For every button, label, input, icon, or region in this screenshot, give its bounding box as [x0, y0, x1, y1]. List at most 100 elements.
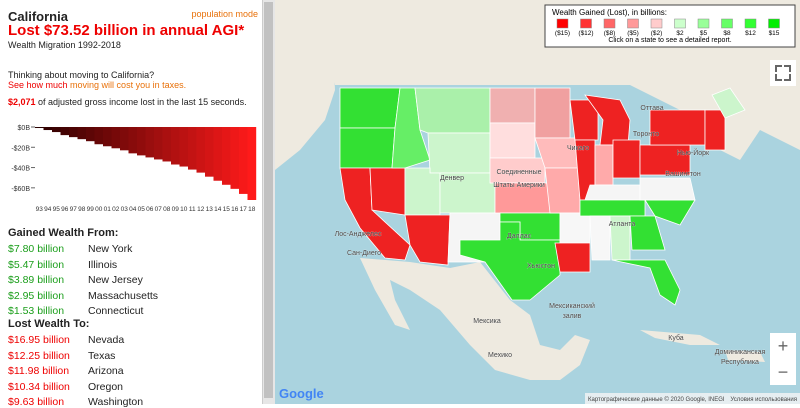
- map-label: Куба: [668, 334, 684, 342]
- bar: [77, 127, 87, 140]
- bar: [94, 127, 104, 145]
- legend-swatch: [674, 18, 686, 29]
- state-mt[interactable]: [414, 87, 491, 134]
- attribution-bar: [585, 393, 800, 404]
- legend-label: ($2): [651, 30, 663, 37]
- bar: [196, 127, 206, 173]
- state-sd[interactable]: [489, 122, 536, 159]
- fullscreen-button[interactable]: [770, 60, 796, 86]
- legend-swatch: [697, 18, 710, 29]
- state-in[interactable]: [594, 144, 614, 186]
- x-tick-label: 04: [129, 206, 137, 213]
- state: Nevada: [88, 334, 125, 346]
- amount: $10.34 billion: [8, 380, 70, 393]
- map-label: Сан-Диего: [347, 250, 381, 257]
- legend-title: Wealth Gained (Lost), in billions:: [552, 8, 667, 17]
- amount: $12.25 billion: [8, 349, 70, 362]
- amount: $2.95 billion: [8, 289, 65, 302]
- question: Thinking about moving to California?: [8, 70, 155, 80]
- zoom-in[interactable]: +: [778, 336, 789, 356]
- state-me[interactable]: [711, 87, 746, 119]
- state: Illinois: [88, 258, 118, 271]
- x-tick-label: 12: [197, 206, 205, 213]
- bar: [43, 127, 53, 131]
- state: New York: [88, 243, 133, 255]
- y-tick-label: $0B: [18, 125, 31, 132]
- legend-label: ($8): [604, 30, 616, 37]
- state-mn[interactable]: [534, 87, 571, 139]
- headline: Lost $73.52 billion in annual AGI*: [8, 22, 245, 39]
- legend-swatch: [580, 18, 592, 29]
- x-tick-label: 93: [36, 206, 44, 213]
- legend-label: ($15): [555, 30, 570, 37]
- bar: [111, 127, 121, 149]
- map-label: Штаты Америки: [493, 182, 545, 189]
- bar: [35, 127, 44, 129]
- state-az[interactable]: [404, 214, 451, 266]
- bar: [145, 127, 155, 158]
- terms[interactable]: Условия использования: [730, 397, 797, 403]
- x-tick-label: 07: [155, 206, 163, 213]
- x-tick-label: 18: [248, 206, 256, 213]
- bar: [86, 127, 95, 142]
- state-tx[interactable]: [459, 221, 561, 301]
- map-label: Мексиканский: [549, 302, 595, 310]
- map-label: Хьюстон: [527, 263, 555, 270]
- y-tick-label: -$20B: [11, 145, 30, 152]
- states[interactable]: [339, 87, 746, 306]
- state-wa[interactable]: [339, 87, 401, 129]
- x-tick-label: 98: [78, 206, 86, 213]
- map-label: Денвер: [440, 175, 464, 182]
- subtitle: Wealth Migration 1992-2018: [8, 40, 121, 50]
- mode-link[interactable]: population mode: [191, 9, 258, 19]
- state-la[interactable]: [554, 242, 591, 273]
- state-nv[interactable]: [369, 167, 406, 216]
- x-tick-label: 16: [231, 206, 239, 213]
- amount: $11.98 billion: [8, 365, 70, 377]
- state: Washington: [88, 396, 144, 408]
- map[interactable]: Соединенные Штаты Америки Мексика Мексиканс…: [275, 0, 800, 404]
- x-tick-label: 15: [223, 206, 231, 213]
- scroll-thumb[interactable]: [264, 2, 273, 398]
- state-nd[interactable]: [489, 87, 536, 124]
- x-tick-label: 97: [70, 206, 78, 213]
- map-labels: Соединенные Штаты Америки Мексика Мексиканс…: [334, 105, 766, 366]
- x-tick-label: 00: [95, 206, 103, 213]
- state-or[interactable]: [339, 127, 396, 169]
- state: Arizona: [88, 365, 124, 377]
- cost-link[interactable]: moving will cost you in taxes.: [70, 80, 187, 90]
- state-ut[interactable]: [404, 167, 441, 216]
- map-label: Лос-Анджелес: [335, 231, 382, 238]
- map-label: Атланта: [609, 221, 636, 228]
- bar: [52, 127, 61, 133]
- bar: [239, 127, 248, 194]
- state-mo[interactable]: [544, 167, 581, 214]
- amount: $5.47 billion: [8, 258, 65, 271]
- bar: [154, 127, 163, 160]
- state-ky[interactable]: [584, 184, 641, 201]
- x-tick-label: 09: [172, 206, 180, 213]
- state-tn[interactable]: [579, 199, 646, 217]
- state-wy[interactable]: [427, 132, 491, 174]
- state-ar[interactable]: [559, 212, 591, 244]
- state-va[interactable]: [639, 177, 696, 201]
- state-new-england[interactable]: [704, 109, 726, 151]
- bar: [120, 127, 129, 151]
- legend-label: $8: [723, 30, 731, 37]
- coast-land: [275, 0, 335, 170]
- counter-value: $2,071: [8, 97, 36, 107]
- state-ga[interactable]: [629, 215, 666, 251]
- state: Massachusetts: [88, 289, 159, 302]
- state-ms[interactable]: [589, 215, 611, 261]
- zoom-out[interactable]: −: [778, 362, 789, 382]
- map-label: Соединенные: [496, 169, 541, 176]
- state: New Jersey: [88, 274, 143, 286]
- x-tick-label: 95: [53, 206, 61, 213]
- zoom-control: [770, 333, 796, 385]
- state-ny[interactable]: [649, 109, 706, 146]
- state-oh[interactable]: [612, 139, 641, 179]
- bar: [213, 127, 223, 181]
- amount: $3.89 billion: [8, 274, 65, 286]
- map-label: Доминиканская: [715, 349, 766, 356]
- state-fl[interactable]: [611, 259, 681, 306]
